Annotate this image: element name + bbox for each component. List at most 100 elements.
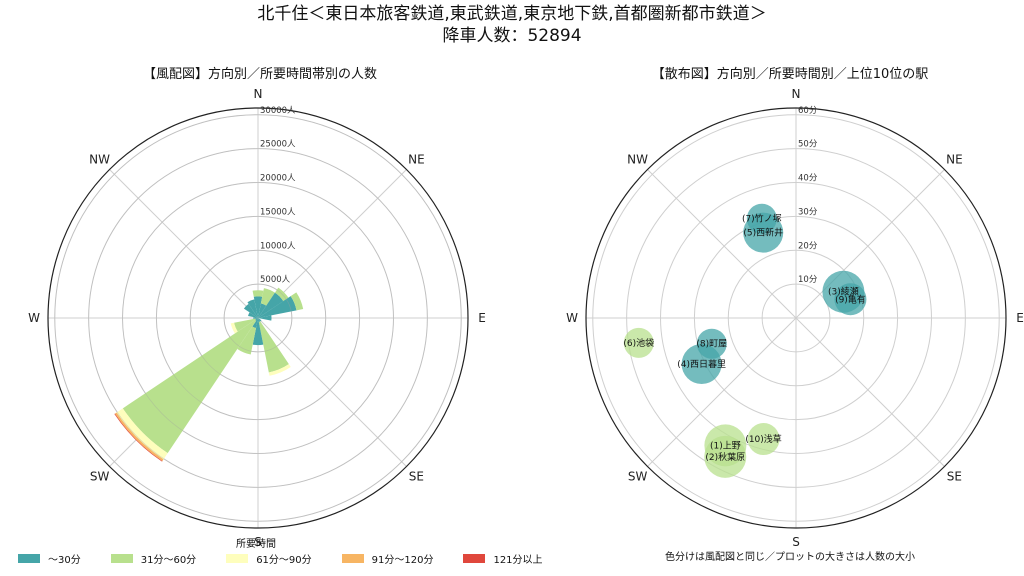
windrose-sector bbox=[258, 318, 262, 322]
scatter-point-label: (2)秋葉原 bbox=[705, 451, 745, 463]
scatter-point-label: (10)浅草 bbox=[745, 433, 781, 445]
windrose-spoke bbox=[109, 169, 259, 319]
windrose-sector bbox=[253, 296, 263, 318]
windrose-gridcircle-overlay bbox=[88, 148, 428, 488]
windrose-sector bbox=[255, 318, 258, 320]
legend-item: 61分～90分 bbox=[226, 551, 312, 566]
windrose-gridcircle-overlay bbox=[189, 249, 327, 387]
windrose-gridcircle-overlay bbox=[155, 215, 361, 421]
windrose-sector bbox=[258, 296, 297, 318]
windrose-direction-label: N bbox=[254, 87, 263, 101]
scatter-direction-label: S bbox=[792, 535, 800, 549]
windrose-sector bbox=[253, 317, 258, 319]
windrose-radial-tick-label: 10000人 bbox=[260, 241, 296, 251]
windrose-gridcircle-overlay bbox=[223, 283, 293, 353]
legend-label: ～30分 bbox=[48, 555, 81, 566]
scatter-direction-label: SE bbox=[947, 469, 962, 483]
scatter-radial-tick-label: 50分 bbox=[798, 140, 818, 150]
scatter-point bbox=[704, 435, 747, 478]
windrose-radial-tick-label: 20000人 bbox=[260, 174, 296, 184]
scatter-radial-tick-label: 30分 bbox=[798, 207, 818, 217]
scatter-spoke bbox=[795, 169, 945, 319]
scatter-point bbox=[696, 328, 727, 359]
legend-item: ～30分 bbox=[18, 551, 81, 566]
windrose-radial-tick-label: 30000人 bbox=[260, 106, 296, 116]
windrose-direction-label: S bbox=[254, 535, 262, 549]
windrose-direction-label: W bbox=[28, 311, 40, 325]
legend-swatch bbox=[463, 554, 486, 563]
scatter-subtitle: 【散布図】方向別／所要時間別／上位10位の駅 bbox=[651, 67, 929, 82]
windrose-sector bbox=[230, 322, 238, 334]
windrose-sector bbox=[260, 288, 275, 306]
scatter-point-label: (8)町屋 bbox=[696, 339, 727, 350]
windrose-sector bbox=[252, 290, 264, 297]
windrose-sector bbox=[255, 318, 258, 321]
scatter-point-label: (7)竹ノ塚 bbox=[742, 213, 782, 225]
windrose-sector bbox=[237, 326, 257, 355]
windrose-direction-label: SE bbox=[409, 469, 424, 483]
windrose-direction-label: NE bbox=[408, 153, 425, 167]
chart-title-line1: 北千住＜東日本旅客鉄道,東武鉄道,東京地下鉄,首都圏新都市鉄道＞ bbox=[257, 4, 767, 24]
scatter-spoke bbox=[647, 169, 797, 319]
legend-label: 61分～90分 bbox=[256, 555, 312, 566]
windrose-sector bbox=[252, 318, 258, 328]
windrose-subtitle: 【風配図】方向別／所要時間帯別の人数 bbox=[142, 67, 377, 82]
legend-swatch bbox=[110, 554, 133, 563]
windrose-sector bbox=[290, 292, 304, 311]
scatter-direction-label: SW bbox=[628, 469, 648, 483]
scatter-direction-label: N bbox=[792, 87, 801, 101]
scatter-radial-tick-label: 40分 bbox=[798, 174, 818, 184]
scatter-point bbox=[623, 327, 654, 358]
legend-swatch bbox=[226, 554, 249, 563]
scatter-spoke bbox=[795, 317, 945, 467]
windrose-radial-tick-label: 15000人 bbox=[260, 207, 296, 217]
legend-items: ～30分 31分～60分 61分～90分 91分～120分 121分以上 bbox=[18, 551, 573, 566]
windrose-sector bbox=[268, 364, 291, 376]
scatter-point-label: (1)上野 bbox=[710, 440, 741, 451]
windrose-sector bbox=[258, 303, 267, 318]
windrose-gridcircle-overlay bbox=[54, 114, 462, 522]
legend-item: 91分～120分 bbox=[341, 551, 434, 566]
windrose-direction-label: E bbox=[478, 311, 486, 325]
scatter-point-label: (5)西新井 bbox=[743, 227, 783, 239]
scatter-radial-tick-label: 60分 bbox=[798, 106, 818, 116]
scatter-direction-label: E bbox=[1016, 311, 1024, 325]
legend-label: 91分～120分 bbox=[371, 555, 434, 566]
scatter-direction-label: NW bbox=[627, 153, 648, 167]
windrose-sector bbox=[114, 412, 164, 462]
windrose-direction-label: SW bbox=[90, 469, 110, 483]
windrose-sector bbox=[258, 292, 284, 318]
scatter-point-label: (3)綾瀬 bbox=[828, 286, 859, 298]
legend-label: 31分～60分 bbox=[140, 555, 197, 566]
legend-item: 121分以上 bbox=[463, 551, 543, 566]
windrose-sector bbox=[234, 318, 256, 332]
windrose-sector bbox=[258, 318, 261, 322]
legend-item: 31分～60分 bbox=[110, 551, 197, 566]
scatter-spoke bbox=[647, 317, 797, 467]
scatter-direction-label: W bbox=[566, 311, 578, 325]
scatter-point bbox=[746, 203, 777, 234]
windrose-sector bbox=[116, 408, 168, 460]
windrose-sector bbox=[274, 287, 289, 302]
legend-label: 121分以上 bbox=[493, 555, 543, 566]
scatter-radial-tick-label: 20分 bbox=[798, 241, 818, 251]
scatter-point-label: (9)亀有 bbox=[835, 293, 866, 305]
chart-title-line2: 降車人数：52894 bbox=[442, 26, 582, 46]
windrose-sector bbox=[122, 319, 257, 454]
scatter-point bbox=[834, 283, 867, 316]
windrose-direction-label: NW bbox=[89, 153, 110, 167]
windrose-spoke bbox=[257, 317, 407, 467]
legend-title: 所要時間 bbox=[236, 539, 276, 550]
windrose-gridcircle-overlay bbox=[122, 182, 394, 454]
scatter-outer-ring bbox=[585, 107, 1007, 529]
scatter-point-label: (6)池袋 bbox=[623, 337, 654, 349]
windrose-sector bbox=[252, 318, 264, 346]
windrose-sector bbox=[248, 312, 258, 318]
windrose-sector bbox=[247, 299, 258, 318]
windrose-radial-tick-label: 25000人 bbox=[260, 140, 296, 150]
scatter-point-label: (4)西日暮里 bbox=[677, 358, 726, 370]
scatter-radial-tick-label: 10分 bbox=[798, 275, 818, 285]
windrose-sector bbox=[258, 315, 272, 321]
windrose-sector bbox=[243, 303, 258, 318]
